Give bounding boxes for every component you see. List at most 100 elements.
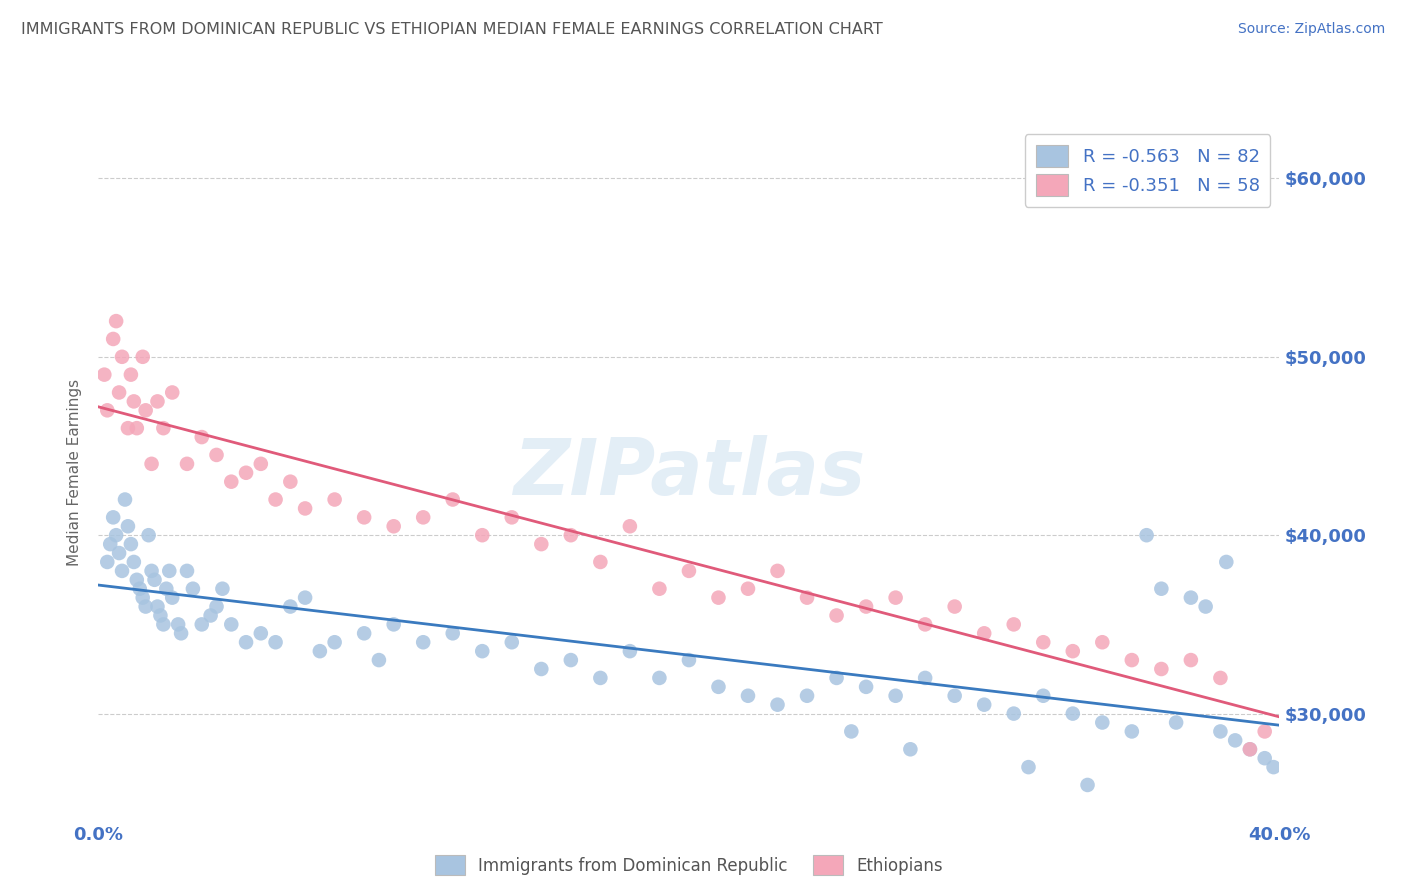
Point xyxy=(900,742,922,756)
Point xyxy=(1150,582,1173,596)
Point xyxy=(1062,644,1084,658)
Point xyxy=(211,582,233,596)
Point xyxy=(1239,742,1261,756)
Point xyxy=(114,492,136,507)
Point xyxy=(766,564,789,578)
Point xyxy=(162,591,183,605)
Point xyxy=(1263,760,1285,774)
Point xyxy=(589,671,612,685)
Point xyxy=(132,591,155,605)
Point xyxy=(278,475,302,489)
Text: Source: ZipAtlas.com: Source: ZipAtlas.com xyxy=(1237,22,1385,37)
Point xyxy=(914,671,936,685)
Point xyxy=(855,680,877,694)
Point xyxy=(825,608,848,623)
Point xyxy=(943,689,966,703)
Point xyxy=(155,582,177,596)
Point xyxy=(200,608,222,623)
Point xyxy=(412,510,434,524)
Point xyxy=(122,555,145,569)
Point xyxy=(619,644,641,658)
Point xyxy=(120,537,142,551)
Point xyxy=(170,626,193,640)
Point xyxy=(93,368,115,382)
Point xyxy=(841,724,863,739)
Point xyxy=(943,599,966,614)
Point xyxy=(1150,662,1173,676)
Y-axis label: Median Female Earnings: Median Female Earnings xyxy=(67,379,83,566)
Point xyxy=(1254,724,1277,739)
Point xyxy=(191,430,214,444)
Point xyxy=(1223,733,1246,747)
Point xyxy=(167,617,190,632)
Point xyxy=(146,394,169,409)
Point xyxy=(353,510,375,524)
Point xyxy=(176,564,198,578)
Point xyxy=(353,626,375,640)
Point xyxy=(105,528,128,542)
Point xyxy=(560,653,582,667)
Point xyxy=(323,635,346,649)
Point xyxy=(1215,555,1237,569)
Point xyxy=(250,457,273,471)
Point xyxy=(1032,635,1054,649)
Point xyxy=(1062,706,1084,721)
Point xyxy=(205,599,228,614)
Point xyxy=(368,653,391,667)
Point xyxy=(143,573,166,587)
Point xyxy=(1017,760,1039,774)
Point xyxy=(111,350,134,364)
Point xyxy=(191,617,214,632)
Point xyxy=(264,635,287,649)
Point xyxy=(235,635,257,649)
Point xyxy=(501,510,523,524)
Point xyxy=(117,421,139,435)
Point xyxy=(796,689,818,703)
Point xyxy=(796,591,818,605)
Point xyxy=(221,617,243,632)
Point xyxy=(103,510,125,524)
Point xyxy=(1239,742,1261,756)
Legend: Immigrants from Dominican Republic, Ethiopians: Immigrants from Dominican Republic, Ethi… xyxy=(429,848,949,882)
Point xyxy=(560,528,582,542)
Point xyxy=(141,564,163,578)
Point xyxy=(181,582,204,596)
Point xyxy=(619,519,641,533)
Point xyxy=(152,421,174,435)
Point xyxy=(737,582,759,596)
Point xyxy=(1032,689,1054,703)
Point xyxy=(1121,653,1143,667)
Point xyxy=(648,582,671,596)
Point xyxy=(125,573,148,587)
Point xyxy=(737,689,759,703)
Point xyxy=(1002,706,1025,721)
Point xyxy=(108,385,131,400)
Point xyxy=(1164,715,1187,730)
Point xyxy=(250,626,273,640)
Point xyxy=(825,671,848,685)
Point xyxy=(1091,715,1114,730)
Point xyxy=(471,528,494,542)
Point xyxy=(441,626,464,640)
Point xyxy=(108,546,131,560)
Point xyxy=(766,698,789,712)
Point xyxy=(117,519,139,533)
Point xyxy=(1002,617,1025,632)
Point xyxy=(176,457,198,471)
Point xyxy=(122,394,145,409)
Point xyxy=(1254,751,1277,765)
Point xyxy=(382,617,405,632)
Point xyxy=(235,466,257,480)
Point xyxy=(589,555,612,569)
Point xyxy=(205,448,228,462)
Point xyxy=(1077,778,1099,792)
Point xyxy=(1121,724,1143,739)
Point xyxy=(323,492,346,507)
Point xyxy=(382,519,405,533)
Point xyxy=(135,403,157,417)
Point xyxy=(1135,528,1157,542)
Point xyxy=(128,582,150,596)
Point xyxy=(294,501,316,516)
Point xyxy=(441,492,464,507)
Point xyxy=(125,421,148,435)
